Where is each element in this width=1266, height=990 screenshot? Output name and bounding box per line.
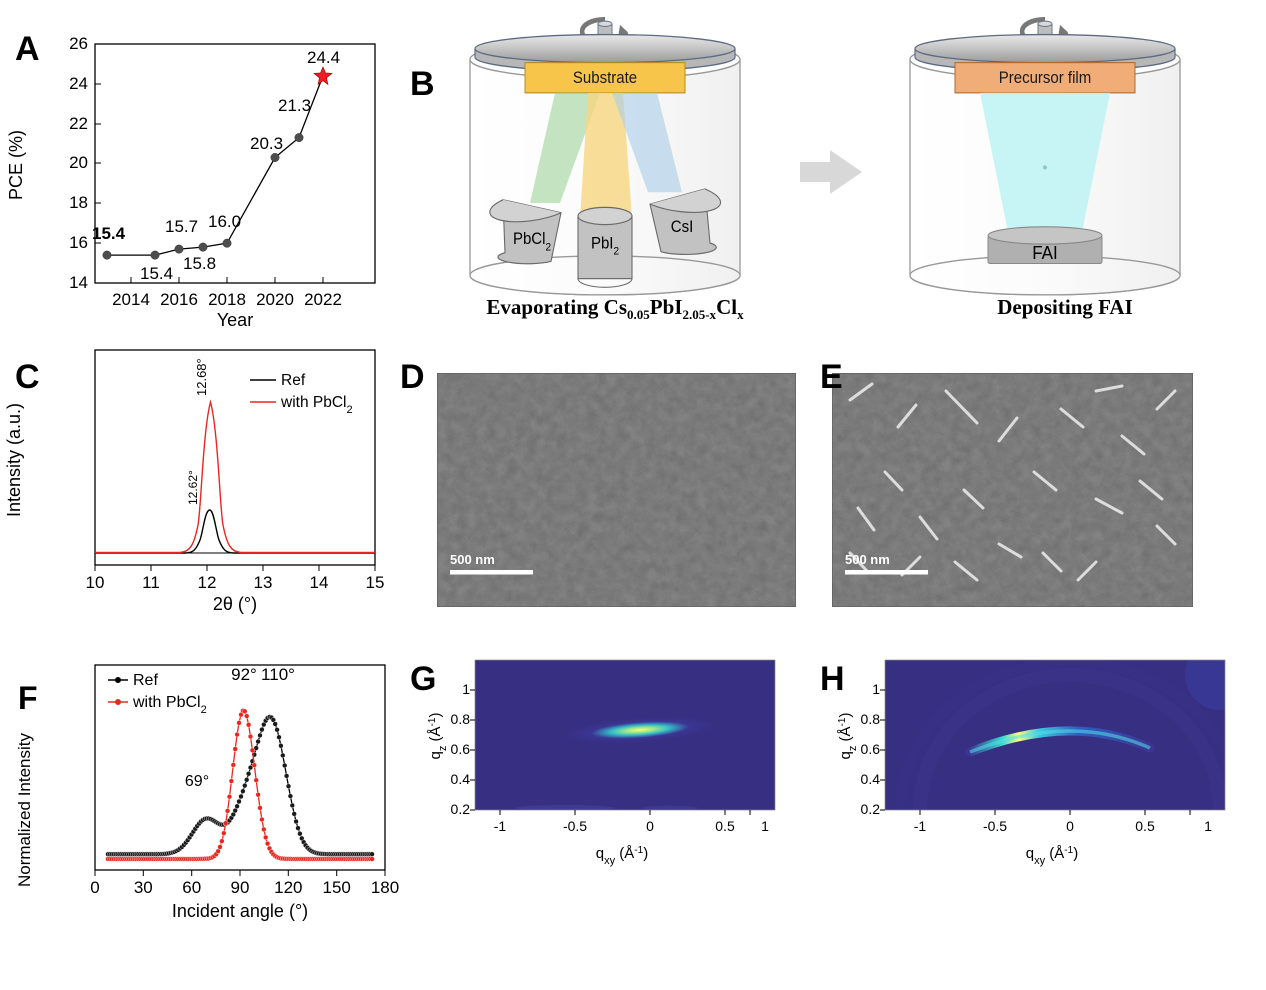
svg-text:FAI: FAI — [1032, 243, 1058, 264]
svg-text:15: 15 — [366, 573, 385, 592]
svg-text:15.8: 15.8 — [183, 254, 216, 273]
svg-text:2014: 2014 — [112, 290, 150, 309]
svg-text:Precursor film: Precursor film — [999, 70, 1092, 88]
svg-text:0.4: 0.4 — [451, 771, 471, 787]
svg-text:90: 90 — [231, 878, 250, 897]
svg-text:-1: -1 — [914, 818, 927, 834]
svg-text:30: 30 — [134, 878, 153, 897]
svg-text:12: 12 — [198, 573, 217, 592]
svg-text:-0.5: -0.5 — [563, 818, 587, 834]
svg-text:0.8: 0.8 — [451, 711, 471, 727]
svg-text:18: 18 — [69, 193, 88, 212]
svg-text:with PbCl2: with PbCl2 — [132, 694, 207, 716]
svg-text:Incident angle (°): Incident angle (°) — [172, 901, 308, 921]
svg-text:2018: 2018 — [208, 290, 246, 309]
svg-text:60: 60 — [182, 878, 201, 897]
svg-text:16.0: 16.0 — [208, 212, 241, 231]
svg-text:Ref: Ref — [281, 372, 306, 389]
svg-text:-0.5: -0.5 — [983, 818, 1007, 834]
svg-text:qz (Å-1): qz (Å-1) — [837, 713, 860, 760]
svg-text:11: 11 — [142, 573, 160, 592]
svg-text:0.6: 0.6 — [451, 741, 471, 757]
svg-text:qxy (Å-1): qxy (Å-1) — [596, 845, 648, 868]
svg-text:15.4: 15.4 — [140, 264, 173, 283]
svg-text:120: 120 — [274, 878, 302, 897]
svg-text:69°: 69° — [185, 773, 209, 790]
svg-text:24.4: 24.4 — [307, 48, 340, 67]
svg-text:21.3: 21.3 — [278, 96, 311, 115]
svg-text:110°: 110° — [261, 665, 295, 684]
svg-text:CsI: CsI — [671, 219, 694, 237]
svg-text:0.5: 0.5 — [1135, 818, 1155, 834]
svg-text:20.3: 20.3 — [250, 134, 283, 153]
svg-text:500 nm: 500 nm — [845, 552, 890, 567]
svg-text:Ref: Ref — [133, 672, 158, 689]
svg-text:PCE (%): PCE (%) — [6, 130, 26, 200]
svg-text:with PbCl2: with PbCl2 — [280, 394, 353, 416]
svg-text:2020: 2020 — [256, 290, 294, 309]
svg-text:0.5: 0.5 — [715, 818, 735, 834]
svg-text:qxy (Å-1): qxy (Å-1) — [1026, 845, 1078, 868]
svg-text:15.7: 15.7 — [165, 217, 198, 236]
svg-text:20: 20 — [69, 153, 88, 172]
svg-text:14: 14 — [310, 573, 329, 592]
svg-text:24: 24 — [69, 74, 88, 93]
svg-text:Substrate: Substrate — [573, 70, 637, 88]
svg-text:qz (Å-1): qz (Å-1) — [427, 713, 450, 760]
svg-text:Year: Year — [217, 310, 253, 330]
svg-text:0: 0 — [1066, 818, 1074, 834]
svg-text:2θ (°): 2θ (°) — [213, 594, 257, 614]
svg-text:22: 22 — [69, 114, 88, 133]
svg-text:Normalized Intensity: Normalized Intensity — [15, 733, 34, 888]
svg-text:26: 26 — [69, 34, 88, 53]
svg-text:-1: -1 — [494, 818, 507, 834]
svg-text:1: 1 — [761, 818, 769, 834]
svg-text:180: 180 — [371, 878, 399, 897]
svg-text:16: 16 — [69, 233, 88, 252]
svg-text:12.62°: 12.62° — [186, 470, 200, 505]
svg-text:14: 14 — [69, 273, 88, 292]
svg-text:500 nm: 500 nm — [450, 552, 495, 567]
svg-text:0.2: 0.2 — [451, 801, 471, 817]
svg-text:0.6: 0.6 — [861, 741, 881, 757]
svg-text:0.4: 0.4 — [861, 771, 881, 787]
svg-text:Intensity (a.u.): Intensity (a.u.) — [4, 403, 24, 517]
svg-text:1: 1 — [1204, 818, 1212, 834]
svg-text:150: 150 — [323, 878, 351, 897]
svg-text:15.4: 15.4 — [92, 224, 126, 243]
svg-text:10: 10 — [86, 573, 105, 592]
svg-text:92°: 92° — [231, 665, 257, 684]
svg-text:0.8: 0.8 — [861, 711, 881, 727]
svg-text:1: 1 — [462, 681, 470, 697]
svg-text:12.68°: 12.68° — [194, 358, 209, 396]
svg-text:2022: 2022 — [304, 290, 342, 309]
svg-text:0.2: 0.2 — [861, 801, 881, 817]
svg-text:2016: 2016 — [160, 290, 198, 309]
svg-text:13: 13 — [254, 573, 273, 592]
svg-text:0: 0 — [646, 818, 654, 834]
svg-text:0: 0 — [90, 878, 99, 897]
svg-text:1: 1 — [872, 681, 880, 697]
